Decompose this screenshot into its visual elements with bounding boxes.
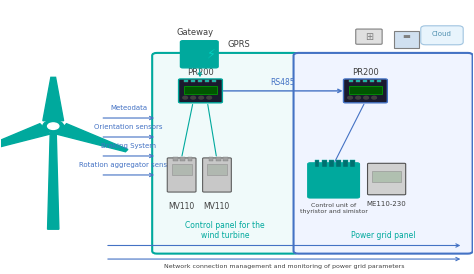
Text: Network connection management and monitoring of power grid parameters: Network connection management and monito…	[164, 264, 404, 269]
Circle shape	[199, 96, 203, 99]
Circle shape	[356, 96, 360, 99]
Bar	[322, 160, 327, 167]
Bar	[191, 80, 195, 82]
FancyBboxPatch shape	[293, 53, 473, 254]
Bar	[349, 80, 353, 82]
Bar	[329, 160, 334, 167]
Bar	[370, 80, 374, 82]
Circle shape	[43, 120, 64, 132]
Text: Braking System: Braking System	[101, 143, 156, 149]
FancyBboxPatch shape	[344, 79, 387, 103]
FancyBboxPatch shape	[356, 29, 382, 44]
Text: Control panel for the
wind turbine: Control panel for the wind turbine	[185, 221, 265, 240]
Text: GPRS: GPRS	[228, 40, 250, 49]
Text: Meteodata: Meteodata	[110, 105, 147, 111]
Bar	[181, 157, 185, 161]
Bar	[363, 80, 367, 82]
Text: ⊞: ⊞	[365, 32, 373, 42]
Circle shape	[183, 96, 188, 99]
Bar	[198, 80, 202, 82]
Bar	[216, 157, 220, 161]
Text: Cloud: Cloud	[432, 31, 452, 37]
Circle shape	[364, 96, 368, 99]
Text: Rotation aggregator sensors: Rotation aggregator sensors	[79, 162, 178, 168]
Bar	[223, 157, 228, 161]
FancyBboxPatch shape	[367, 163, 406, 195]
Bar	[209, 157, 213, 161]
Bar	[212, 80, 216, 82]
Text: RS485: RS485	[271, 78, 295, 87]
Text: ME110-230: ME110-230	[367, 201, 407, 207]
Polygon shape	[0, 124, 50, 152]
FancyBboxPatch shape	[394, 31, 419, 48]
FancyBboxPatch shape	[421, 26, 463, 45]
FancyBboxPatch shape	[152, 53, 298, 254]
Circle shape	[348, 96, 353, 99]
Text: Power grid panel: Power grid panel	[351, 231, 415, 240]
FancyBboxPatch shape	[202, 158, 231, 192]
Bar	[315, 160, 319, 167]
Text: MV110: MV110	[204, 202, 230, 211]
Bar	[350, 160, 355, 167]
Polygon shape	[56, 124, 128, 152]
Text: Orientation sensors: Orientation sensors	[94, 124, 163, 130]
Text: PR200: PR200	[352, 68, 379, 77]
FancyBboxPatch shape	[172, 164, 192, 175]
Bar	[343, 160, 348, 167]
Bar	[184, 80, 188, 82]
Polygon shape	[47, 126, 59, 229]
Bar	[356, 80, 360, 82]
FancyBboxPatch shape	[184, 86, 217, 94]
Bar	[188, 157, 192, 161]
Bar	[205, 80, 209, 82]
FancyBboxPatch shape	[308, 163, 359, 198]
Text: ▬: ▬	[403, 32, 410, 41]
Bar	[377, 80, 381, 82]
Text: Gateway: Gateway	[176, 28, 213, 37]
Text: PR200: PR200	[187, 68, 214, 77]
FancyBboxPatch shape	[167, 158, 196, 192]
Circle shape	[372, 96, 376, 99]
FancyBboxPatch shape	[179, 79, 222, 103]
Circle shape	[207, 96, 211, 99]
FancyBboxPatch shape	[349, 86, 382, 94]
Text: Control unit of
thyristor and simistor: Control unit of thyristor and simistor	[300, 204, 367, 214]
Bar	[336, 160, 341, 167]
Text: ⚡: ⚡	[207, 48, 216, 61]
Bar	[173, 157, 178, 161]
Circle shape	[47, 123, 59, 129]
FancyBboxPatch shape	[372, 171, 401, 182]
FancyBboxPatch shape	[181, 41, 218, 68]
FancyBboxPatch shape	[207, 164, 227, 175]
Polygon shape	[43, 77, 64, 121]
Text: MV110: MV110	[168, 202, 194, 211]
Circle shape	[191, 96, 196, 99]
